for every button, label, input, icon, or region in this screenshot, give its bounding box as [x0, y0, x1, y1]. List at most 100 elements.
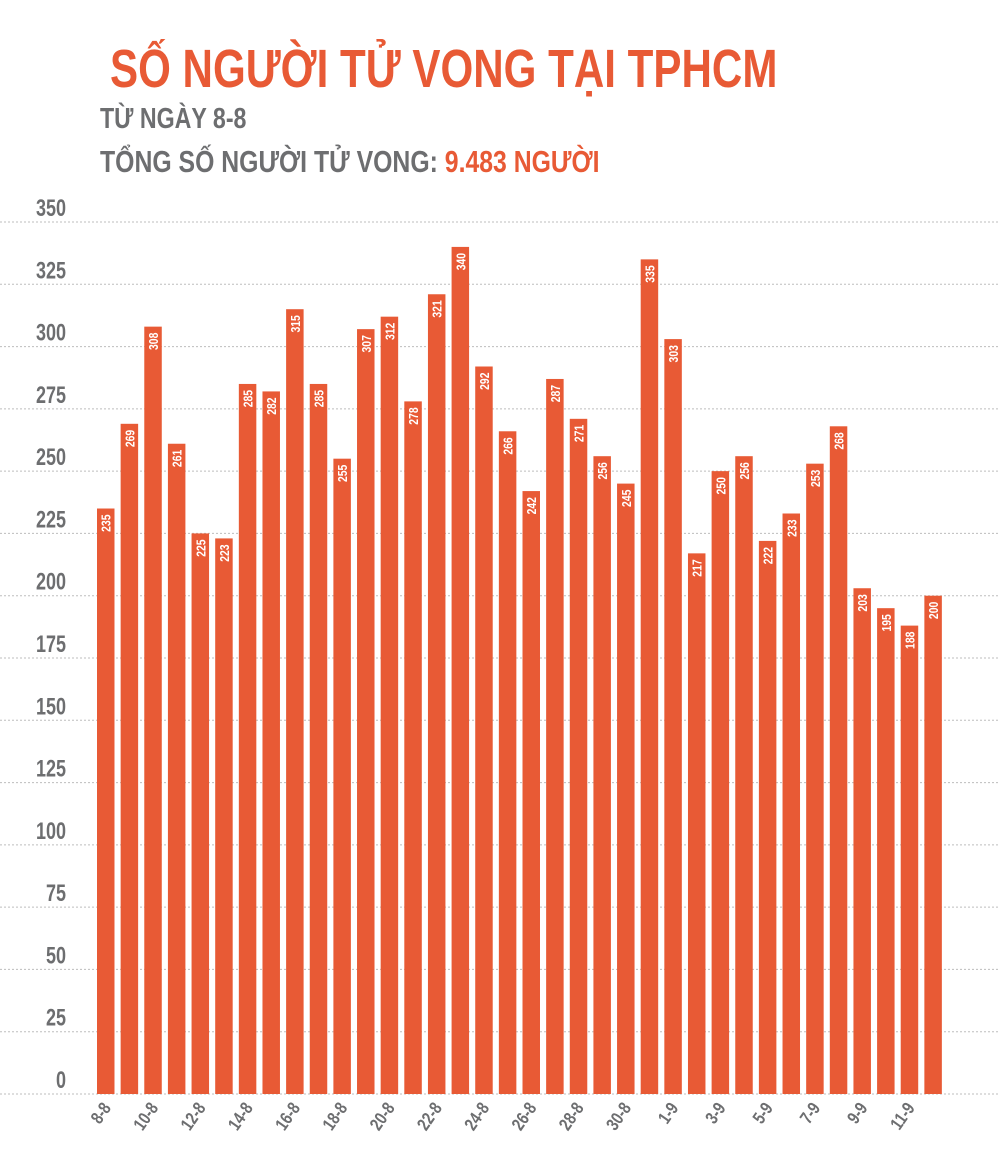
bar-value-label: 287: [549, 385, 563, 403]
bar: [640, 259, 659, 1094]
bar-value-label: 203: [856, 594, 870, 612]
bar-value-label: 245: [620, 489, 634, 507]
bar-value-label: 200: [927, 601, 941, 619]
bar-value-label: 256: [738, 462, 752, 480]
bar: [333, 458, 351, 1095]
x-tick-label: 14-8: [224, 1099, 257, 1134]
y-tick-label: 325: [36, 258, 66, 284]
bar-value-label: 233: [785, 519, 799, 537]
bar: [498, 431, 517, 1094]
bar: [924, 595, 942, 1094]
bar-value-label: 315: [289, 315, 303, 333]
bar: [829, 426, 848, 1095]
bar-value-label: 225: [194, 539, 208, 557]
bar-value-label: 255: [336, 464, 350, 482]
bar-value-label: 285: [312, 390, 326, 408]
bar: [853, 588, 871, 1094]
bar-value-label: 269: [123, 429, 137, 447]
bar-value-label: 217: [691, 559, 705, 577]
bar: [191, 533, 210, 1094]
x-tick-label: 9-9: [844, 1099, 872, 1127]
bar: [120, 423, 139, 1094]
x-tick-label: 28-8: [555, 1099, 588, 1134]
bar: [900, 625, 919, 1094]
chart-title: SỐ NGƯỜI TỬ VONG TẠI TPHCM: [110, 39, 778, 99]
x-tick-label: 5-9: [749, 1099, 777, 1127]
bar-value-label: 271: [572, 424, 586, 442]
bar: [546, 378, 564, 1095]
bar-value-label: 253: [809, 469, 823, 487]
bar: [877, 608, 895, 1094]
bar: [309, 383, 328, 1094]
bar-value-label: 278: [407, 407, 421, 425]
y-tick-label: 25: [46, 1005, 66, 1031]
bar-value-label: 285: [242, 390, 256, 408]
x-tick-label: 30-8: [603, 1099, 636, 1134]
y-tick-label: 150: [36, 694, 66, 720]
bar-value-label: 223: [218, 544, 232, 562]
bar: [238, 383, 257, 1094]
bar-value-label: 188: [903, 631, 917, 649]
bar-value-label: 222: [762, 547, 776, 565]
x-tick-label: 12-8: [177, 1099, 210, 1134]
bar: [475, 366, 493, 1094]
bar-value-label: 256: [596, 462, 610, 480]
bar-value-label: 303: [667, 345, 681, 363]
y-tick-label: 275: [36, 382, 66, 408]
bar-value-label: 242: [525, 497, 539, 515]
bar-value-label: 335: [643, 265, 657, 283]
total-line: TỔNG SỐ NGƯỜI TỬ VONG: 9.483 NGƯỜI: [100, 144, 900, 180]
y-tick-label: 100: [36, 818, 66, 844]
bar: [593, 456, 611, 1094]
x-tick-label: 26-8: [508, 1099, 541, 1134]
x-tick-label: 20-8: [366, 1099, 399, 1134]
y-tick-label: 225: [36, 507, 66, 533]
bar: [569, 418, 588, 1094]
bar-value-label: 292: [478, 372, 492, 390]
bar: [144, 326, 162, 1094]
bar: [782, 513, 801, 1094]
x-tick-label: 3-9: [702, 1099, 730, 1127]
y-tick-label: 200: [36, 569, 66, 595]
y-tick-label: 125: [36, 756, 66, 782]
bar-value-label: 307: [360, 335, 374, 353]
y-tick-label: 75: [46, 881, 66, 907]
x-tick-label: 24-8: [461, 1099, 494, 1134]
bar: [735, 456, 753, 1094]
bar: [380, 316, 399, 1094]
bar-value-label: 261: [171, 449, 185, 467]
y-tick-label: 0: [56, 1068, 66, 1094]
y-tick-label: 350: [36, 196, 66, 222]
x-tick-label: 16-8: [272, 1099, 305, 1134]
bar: [758, 540, 777, 1094]
bar: [664, 339, 682, 1094]
bar-value-label: 266: [502, 437, 516, 455]
x-tick-label: 10-8: [130, 1099, 163, 1134]
bar: [97, 508, 115, 1094]
x-tick-label: 18-8: [319, 1099, 352, 1134]
x-tick-label: 22-8: [414, 1099, 447, 1134]
bar: [167, 443, 186, 1094]
chart-subtitle: TỪ NGÀY 8-8: [100, 103, 247, 135]
y-tick-label: 300: [36, 320, 66, 346]
y-tick-label: 50: [46, 943, 66, 969]
bar-value-label: 250: [714, 477, 728, 495]
x-tick-label: 8-8: [87, 1099, 115, 1127]
bar: [711, 471, 730, 1095]
total-value: 9.483 NGƯỜI: [444, 144, 600, 179]
bar-value-label: 195: [880, 614, 894, 632]
bar: [806, 463, 824, 1094]
bar-value-label: 321: [431, 300, 445, 318]
bar: [286, 309, 304, 1094]
total-label: TỔNG SỐ NGƯỜI TỬ VONG:: [100, 144, 438, 179]
bar: [687, 553, 706, 1094]
bar: [522, 491, 540, 1094]
bar-value-label: 312: [383, 322, 397, 340]
bar-value-label: 340: [454, 253, 468, 271]
bar: [262, 391, 280, 1095]
bar-value-label: 308: [147, 332, 161, 350]
bar: [451, 246, 470, 1094]
x-tick-label: 7-9: [796, 1099, 824, 1127]
y-tick-label: 250: [36, 445, 66, 471]
